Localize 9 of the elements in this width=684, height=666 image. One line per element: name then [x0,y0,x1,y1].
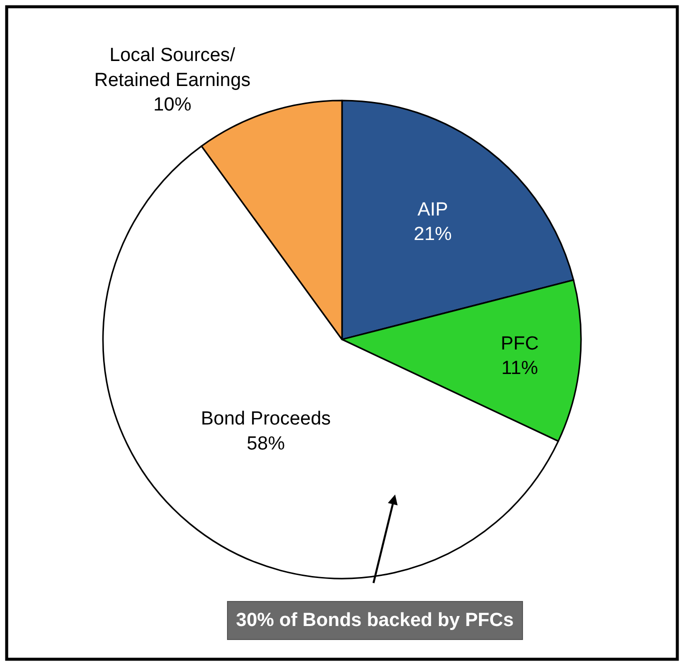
data-label: 21% [414,224,452,246]
text: 30% of Bonds backed by PFCs [236,610,514,631]
data-label: 10% [153,94,192,116]
slice-label: PFC [500,333,539,354]
data-label: 11% [501,358,538,380]
data-label: 58% [246,433,285,454]
slice-label: Bond Proceeds [200,408,331,430]
slice-label: Local Sources/ Retained Earnings [94,45,251,91]
slice-label: AIP [417,200,448,221]
